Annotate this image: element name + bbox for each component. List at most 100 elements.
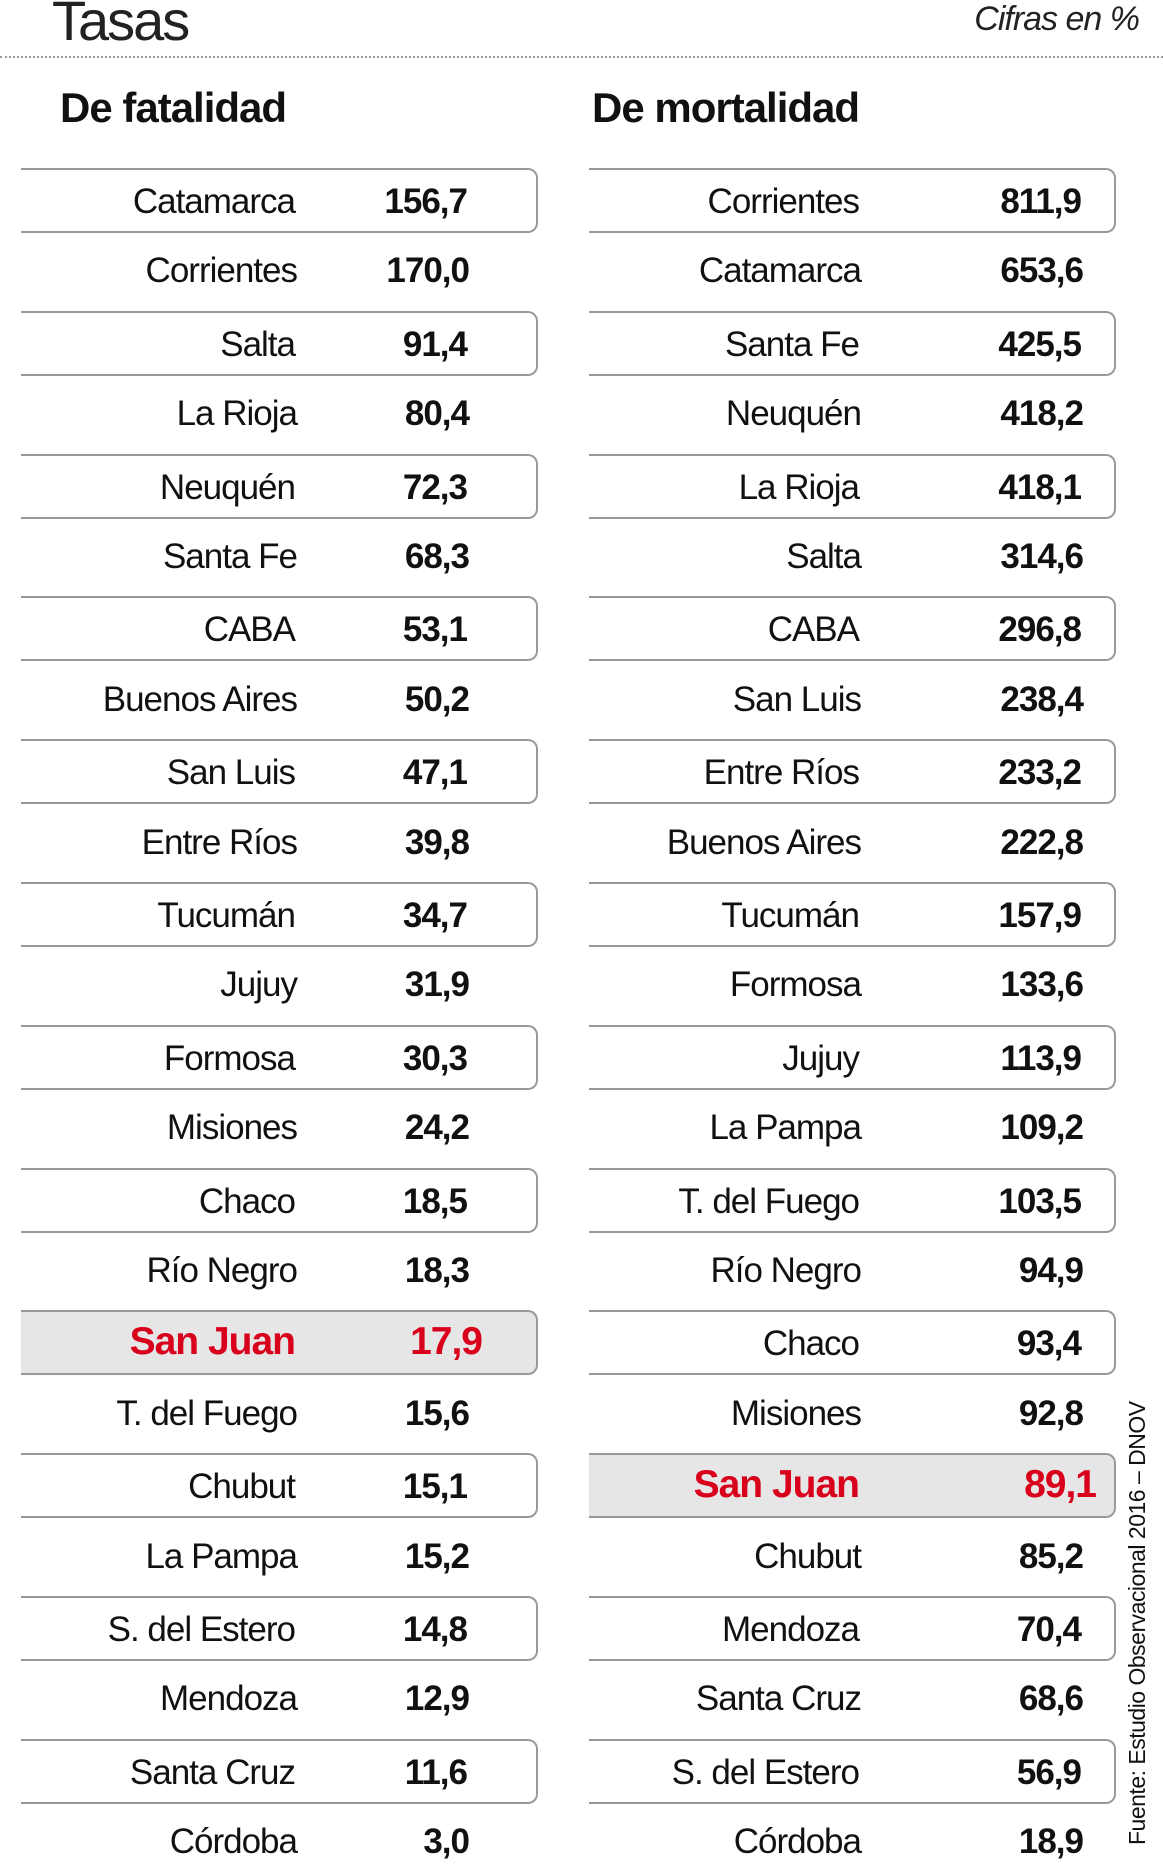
rate-value: 70,4 — [1016, 1610, 1082, 1649]
table-row: La Rioja 418,1 — [589, 453, 1116, 519]
province-name: San Luis — [166, 753, 296, 793]
rate-value: 31,9 — [404, 965, 470, 1005]
rate-value: 12,9 — [404, 1679, 470, 1719]
table-row: Santa Fe 68,3 — [21, 525, 538, 590]
province-name: Corrientes — [707, 182, 860, 221]
rate-value: 50,2 — [404, 679, 470, 719]
rate-value: 24,2 — [404, 1108, 470, 1148]
province-name: Chaco — [198, 1181, 296, 1221]
province-name: Chubut — [754, 1536, 862, 1576]
table-row: Córdoba 3,0 — [21, 1810, 538, 1875]
rate-value: 53,1 — [402, 610, 468, 650]
table-row: Chaco 93,4 — [589, 1310, 1116, 1376]
province-name: Santa Cruz — [695, 1679, 862, 1719]
table-row: S. del Estero 56,9 — [589, 1738, 1116, 1804]
province-name: T. del Fuego — [116, 1393, 298, 1433]
province-name: S. del Estero — [107, 1610, 296, 1649]
table-row: Buenos Aires 222,8 — [589, 811, 1116, 876]
province-name: La Rioja — [738, 467, 860, 507]
province-name: La Pampa — [709, 1108, 862, 1148]
rate-value: 157,9 — [998, 896, 1082, 935]
rate-value: 85,2 — [1018, 1536, 1084, 1576]
rate-value: 15,2 — [404, 1536, 470, 1576]
province-name: Formosa — [163, 1038, 296, 1078]
table-row: Chaco 18,5 — [21, 1167, 538, 1233]
rate-value: 653,6 — [1000, 251, 1084, 291]
province-name: T. del Fuego — [678, 1181, 860, 1221]
table-row: Mendoza 70,4 — [589, 1596, 1116, 1661]
province-name: Río Negro — [146, 1251, 298, 1290]
units-note: Cifras en % — [974, 0, 1140, 38]
table-row: Entre Ríos 233,2 — [589, 739, 1116, 805]
rate-value: 296,8 — [998, 610, 1082, 650]
table-row: T. del Fuego 15,6 — [21, 1382, 538, 1447]
rate-value: 233,2 — [998, 753, 1082, 793]
rate-value: 80,4 — [404, 394, 470, 434]
table-row: Río Negro 18,3 — [21, 1239, 538, 1304]
table-row: Buenos Aires 50,2 — [21, 668, 538, 733]
province-name: Formosa — [729, 965, 862, 1005]
province-name: Chubut — [188, 1467, 296, 1507]
rate-value: 30,3 — [402, 1038, 468, 1078]
table-row: Santa Cruz 11,6 — [21, 1738, 538, 1804]
table-row: La Rioja 80,4 — [21, 382, 538, 447]
rate-value: 170,0 — [386, 251, 470, 291]
province-name: Buenos Aires — [666, 822, 862, 862]
rate-value: 17,9 — [410, 1320, 483, 1364]
province-name: Catamarca — [698, 251, 862, 291]
province-name: Córdoba — [169, 1822, 298, 1862]
province-name: CABA — [767, 610, 860, 650]
province-name: Mendoza — [160, 1679, 298, 1719]
table-row: Chubut 85,2 — [589, 1525, 1116, 1590]
rate-value: 418,1 — [998, 467, 1082, 507]
table-row: San Luis 238,4 — [589, 668, 1116, 733]
province-name: CABA — [203, 610, 296, 650]
province-name: Misiones — [730, 1393, 862, 1433]
province-name: San Luis — [732, 679, 862, 719]
table-row: Salta 91,4 — [21, 310, 538, 376]
table-row: Tucumán 157,9 — [589, 882, 1116, 947]
province-name: Chaco — [762, 1324, 860, 1364]
table-row: Corrientes 170,0 — [21, 239, 538, 304]
province-name: S. del Estero — [671, 1752, 860, 1792]
rate-value: 39,8 — [404, 822, 470, 862]
table-row: CABA 296,8 — [589, 596, 1116, 662]
table-row: Santa Fe 425,5 — [589, 310, 1116, 376]
table-row: Tucumán 34,7 — [21, 882, 538, 947]
province-name: Catamarca — [132, 182, 296, 221]
province-name: Santa Fe — [162, 537, 298, 576]
province-name: La Rioja — [176, 394, 298, 434]
province-name: Tucumán — [157, 896, 296, 935]
table-row: Jujuy 113,9 — [589, 1024, 1116, 1090]
fatalidad-heading: De fatalidad — [60, 84, 287, 131]
rate-value: 14,8 — [402, 1610, 468, 1649]
rate-value: 15,6 — [404, 1393, 470, 1433]
rate-value: 93,4 — [1016, 1324, 1082, 1364]
province-name: Mendoza — [722, 1610, 860, 1649]
table-row: Chubut 15,1 — [21, 1453, 538, 1519]
rate-value: 68,3 — [404, 537, 470, 576]
rate-value: 15,1 — [402, 1467, 468, 1507]
province-name: Salta — [786, 537, 862, 576]
rate-value: 811,9 — [1000, 182, 1082, 221]
rate-value: 238,4 — [1000, 679, 1084, 719]
province-name: Buenos Aires — [102, 679, 298, 719]
table-row: Santa Cruz 68,6 — [589, 1667, 1116, 1732]
rate-value: 109,2 — [1000, 1108, 1084, 1148]
province-name: Salta — [220, 324, 296, 364]
table-row: San Luis 47,1 — [21, 739, 538, 805]
rate-value: 11,6 — [404, 1752, 468, 1792]
rate-value: 68,6 — [1018, 1679, 1084, 1719]
table-row: Misiones 92,8 — [589, 1382, 1116, 1447]
province-name: San Juan — [693, 1463, 860, 1507]
table-row: Catamarca 653,6 — [589, 239, 1116, 304]
province-name: Neuquén — [725, 394, 862, 434]
rate-value: 133,6 — [1000, 965, 1084, 1005]
rate-value: 418,2 — [1000, 394, 1084, 434]
rate-value: 156,7 — [384, 182, 468, 221]
table-row: Neuquén 72,3 — [21, 453, 538, 519]
table-row: CABA 53,1 — [21, 596, 538, 662]
province-name: La Pampa — [145, 1536, 298, 1576]
table-row: La Pampa 15,2 — [21, 1525, 538, 1590]
rate-value: 314,6 — [1000, 537, 1084, 576]
